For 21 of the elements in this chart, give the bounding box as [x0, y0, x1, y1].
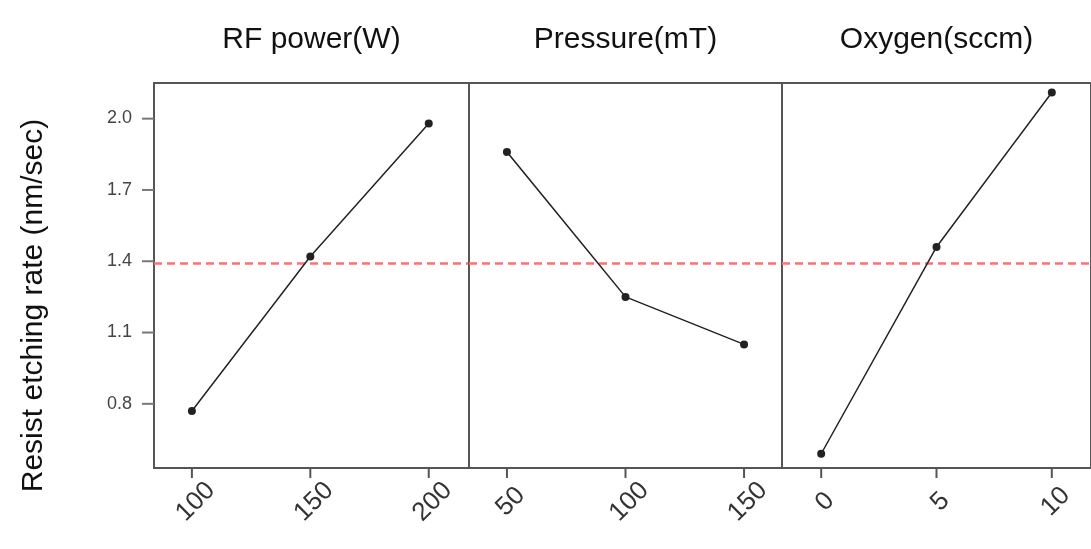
- x-tick-label: 100: [168, 474, 221, 527]
- x-tick-label: 150: [720, 474, 773, 527]
- x-tick-label: 150: [286, 474, 339, 527]
- x-tick-label: 5: [923, 484, 955, 517]
- y-tick-label: 0.8: [106, 392, 132, 413]
- y-tick-label: 2.0: [106, 107, 132, 128]
- chart-title: Pressure(mT): [533, 21, 718, 54]
- point: [424, 119, 433, 128]
- x-tick-label: 10: [1033, 479, 1076, 522]
- chart-title: RF power(W): [222, 21, 401, 54]
- y-axis-title: Resist etching rate (nm/sec): [15, 118, 48, 493]
- point: [306, 252, 315, 261]
- chart-title: Oxygen(sccm): [839, 21, 1034, 54]
- x-tick-label: 200: [405, 474, 458, 527]
- x-tick-label: 0: [807, 484, 840, 517]
- y-tick-label: 1.4: [106, 249, 132, 270]
- point: [187, 406, 196, 415]
- x-tick-label: 50: [488, 479, 531, 522]
- x-tick-label: 100: [602, 474, 654, 527]
- y-tick-label: 1.7: [106, 178, 132, 199]
- y-tick-label: 1.1: [106, 321, 132, 342]
